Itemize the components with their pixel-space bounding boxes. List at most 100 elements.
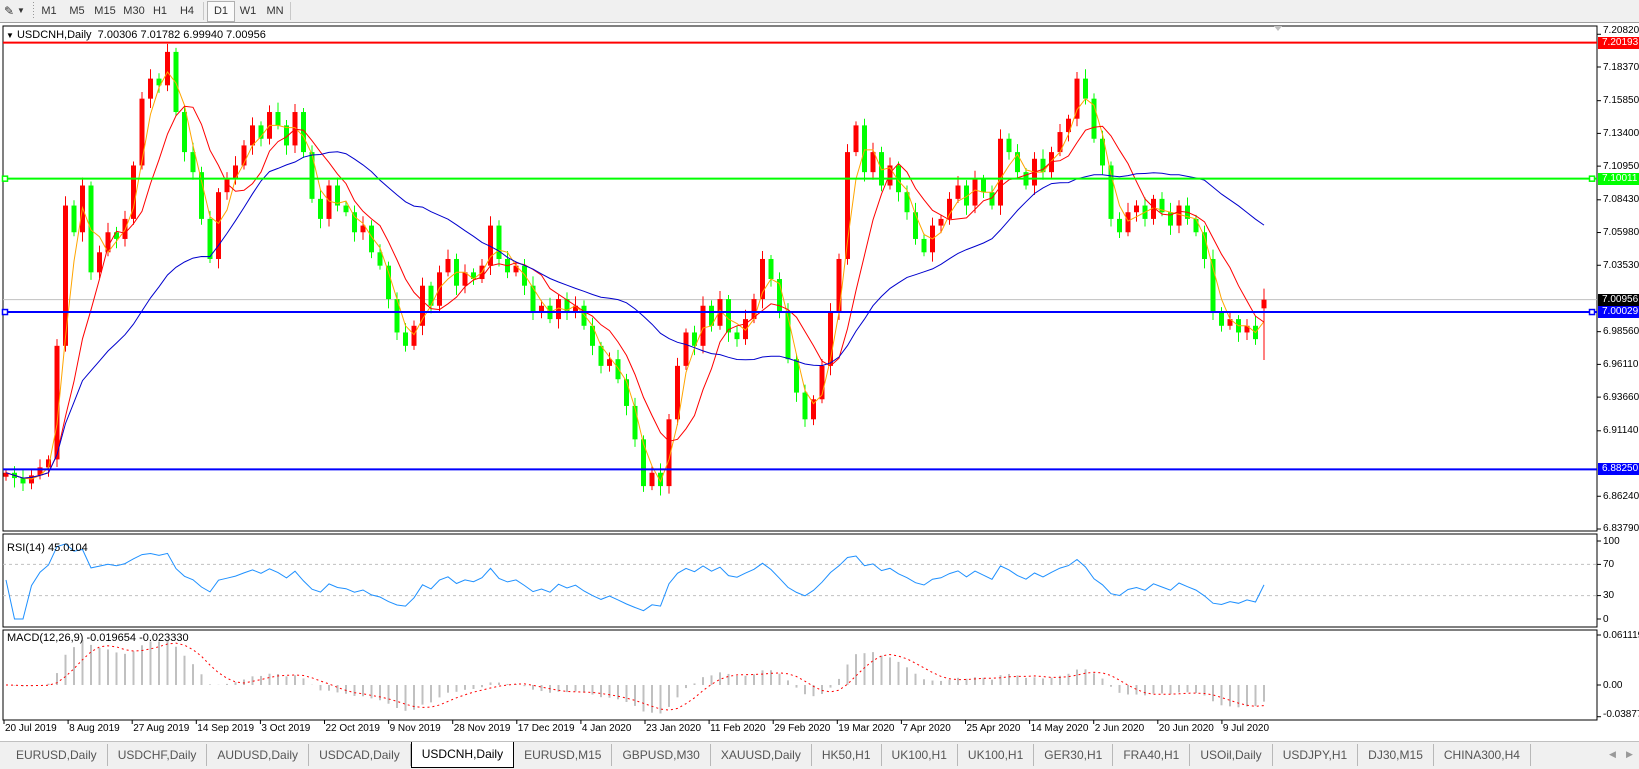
candle-body — [581, 305, 587, 326]
macd-histogram — [13, 639, 1265, 714]
chart-tab[interactable]: UK100,H1 — [958, 744, 1035, 766]
candle-body — [190, 152, 196, 173]
chart-tab[interactable]: HK50,H1 — [812, 744, 882, 766]
time-axis-label: 14 Sep 2019 — [197, 723, 255, 734]
chart-tab[interactable]: USDCAD,Daily — [309, 744, 411, 766]
line-handle-icon[interactable] — [1, 175, 9, 182]
level-price-flag: 7.10011 — [1598, 172, 1639, 185]
candle-body — [1125, 212, 1131, 233]
chart-tab[interactable]: USDJPY,H1 — [1273, 744, 1359, 766]
timeframe-w1-button[interactable]: W1 — [239, 5, 257, 17]
chart-tab[interactable]: GBPUSD,M30 — [612, 744, 711, 766]
chart-tab[interactable]: USDCHF,Daily — [108, 744, 208, 766]
candle-body — [751, 299, 757, 320]
candle-body — [1261, 299, 1267, 309]
timeframe-m5-button[interactable]: M5 — [69, 5, 85, 17]
rsi-line — [5, 543, 1265, 620]
candle-body — [37, 467, 43, 476]
tabs-scroll-right-icon[interactable]: ▶ — [1626, 749, 1633, 759]
candle-body — [403, 332, 408, 346]
candle-body — [420, 285, 425, 326]
chart-tab[interactable]: GER30,H1 — [1034, 744, 1114, 766]
candle-body — [1210, 258, 1216, 313]
candle-body — [1176, 205, 1182, 226]
candle-body — [658, 472, 663, 487]
timeframe-m1-button[interactable]: M1 — [41, 5, 57, 17]
level-price-flag: 6.88250 — [1598, 463, 1639, 476]
macd-axis-label: 0.00 — [1603, 679, 1623, 691]
candle-body — [649, 472, 655, 487]
moving-average-line — [5, 151, 1265, 479]
candle-body — [207, 218, 213, 259]
candle-body — [607, 359, 612, 366]
macd-signal-line — [5, 642, 1265, 711]
chart-tab[interactable]: DJ30,M15 — [1358, 744, 1434, 766]
candle-body — [777, 279, 782, 313]
timeframe-h4-button[interactable]: H4 — [179, 5, 195, 17]
candle-body — [853, 125, 859, 153]
candle-body — [760, 258, 765, 300]
tabs-scroll-area — [1600, 741, 1639, 769]
price-axis-label: 7.10950 — [1603, 160, 1639, 172]
chart-tab[interactable]: FRA40,H1 — [1113, 744, 1191, 766]
candle-body — [870, 152, 876, 173]
chart-tab[interactable]: AUDUSD,Daily — [207, 744, 310, 766]
candle-body — [1159, 198, 1165, 213]
candle-body — [989, 192, 995, 206]
candle-body — [955, 185, 961, 199]
tabs-scroll-left-icon[interactable]: ◀ — [1609, 749, 1616, 759]
timeframe-d1-button[interactable]: D1 — [207, 1, 235, 22]
candle-body — [250, 125, 255, 146]
candle-body — [598, 345, 604, 366]
candle-body — [258, 125, 264, 139]
line-tools-icon[interactable]: ✎ — [3, 4, 15, 18]
line-handle-icon[interactable] — [1, 308, 9, 316]
time-axis-label: 22 Oct 2019 — [325, 723, 380, 734]
candle-body — [1151, 198, 1156, 219]
price-axis-label: 6.83790 — [1603, 523, 1639, 535]
candle-body — [105, 232, 111, 253]
candle-body — [913, 212, 918, 239]
candle-body — [54, 345, 60, 460]
chart-tab[interactable]: USDCNH,Daily — [410, 742, 515, 768]
candle-body — [275, 112, 281, 126]
line-handle-icon[interactable] — [1588, 175, 1596, 182]
candle-body — [887, 165, 893, 186]
time-axis-label: 20 Jul 2019 — [5, 723, 57, 734]
time-axis-label: 14 May 2020 — [1030, 723, 1089, 734]
chart-tab[interactable]: USOil,Daily — [1190, 744, 1273, 766]
candle-body — [513, 265, 519, 273]
timeframe-h1-button[interactable]: H1 — [152, 5, 168, 17]
candle-body — [794, 359, 799, 393]
candle-body — [462, 272, 468, 286]
toolbar-separator — [290, 2, 291, 20]
candle-body — [564, 299, 570, 313]
line-handle-icon[interactable] — [1588, 308, 1596, 316]
toolbar-separator — [203, 2, 204, 20]
candle-body — [411, 325, 417, 346]
chart-tab[interactable]: UK100,H1 — [882, 744, 958, 766]
candle-body — [615, 359, 621, 380]
timeframe-m30-button[interactable]: M30 — [123, 5, 145, 17]
candle-body — [377, 252, 383, 266]
timeframe-m15-button[interactable]: M15 — [94, 5, 116, 17]
candle-body — [97, 252, 102, 273]
chart-tab[interactable]: XAUUSD,Daily — [711, 744, 812, 766]
price-axis-label: 7.05980 — [1603, 227, 1639, 239]
candle-body — [573, 305, 578, 313]
chart-tab[interactable]: EURUSD,M15 — [514, 744, 613, 766]
candle-body — [802, 392, 808, 420]
chart-menu-arrow-icon[interactable]: ▼ — [6, 31, 14, 40]
candle-body — [904, 192, 910, 213]
chart-tab[interactable]: EURUSD,Daily — [6, 744, 108, 766]
candle-body — [1083, 78, 1088, 99]
chart-tab[interactable]: CHINA300,H4 — [1434, 744, 1531, 766]
candle-body — [343, 205, 349, 213]
candle-body — [726, 299, 731, 333]
timeframe-mn-button[interactable]: MN — [266, 5, 284, 17]
line-tools-dropdown-icon[interactable]: ▼ — [17, 6, 25, 15]
candle-body — [624, 379, 629, 406]
chart-canvas[interactable] — [0, 0, 1639, 741]
moving-average-line — [5, 70, 1265, 483]
candle-body — [632, 405, 638, 440]
